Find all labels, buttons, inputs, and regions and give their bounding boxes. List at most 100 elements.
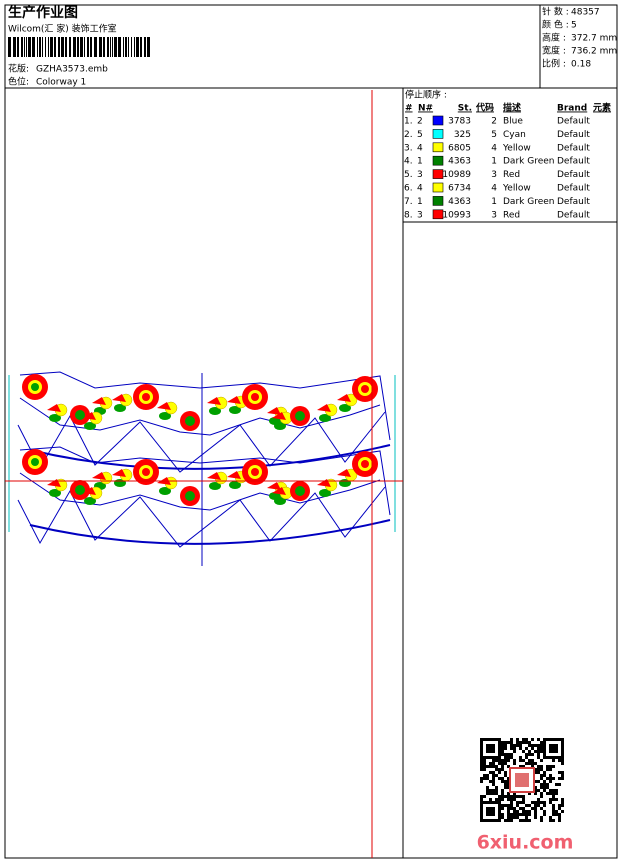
- qr-module: [492, 765, 495, 768]
- red-leaf: [207, 472, 221, 480]
- flower-center: [295, 486, 305, 496]
- qr-module: [525, 741, 528, 744]
- row-index: 2.: [404, 130, 413, 140]
- qr-module: [531, 747, 534, 750]
- qr-module: [546, 765, 549, 768]
- qr-module: [513, 759, 516, 762]
- qr-module: [558, 771, 561, 774]
- column-header: #: [405, 104, 413, 114]
- stat-label: 高度 :: [542, 32, 566, 44]
- qr-module: [543, 786, 546, 789]
- qr-module: [540, 783, 543, 786]
- row-stitches: 3783: [448, 117, 471, 127]
- qr-module: [531, 801, 534, 804]
- qr-module: [516, 813, 519, 816]
- row-brand: Default: [557, 170, 590, 180]
- column-header: 元素: [593, 102, 611, 114]
- table-title: 停止顺序 :: [405, 89, 447, 101]
- qr-module: [510, 756, 513, 759]
- leaf: [49, 489, 61, 497]
- qr-module: [507, 795, 510, 798]
- stat-value: 0.18: [571, 60, 591, 70]
- qr-module: [513, 816, 516, 819]
- flower-center: [142, 393, 150, 401]
- qr-module: [537, 756, 540, 759]
- qr-module: [510, 738, 513, 741]
- qr-module: [561, 774, 564, 777]
- flower-center: [251, 393, 259, 401]
- row-stitches: 6805: [448, 143, 471, 153]
- qr-module: [504, 786, 507, 789]
- qr-module: [543, 801, 546, 804]
- qr-module: [501, 762, 504, 765]
- qr-module: [492, 780, 495, 783]
- qr-module: [504, 762, 507, 765]
- qr-module: [483, 765, 486, 768]
- qr-module: [501, 816, 504, 819]
- color-swatch: [432, 129, 444, 139]
- qr-module: [552, 807, 555, 810]
- barcode: [8, 37, 150, 57]
- qr-module: [480, 768, 483, 771]
- qr-module: [492, 762, 495, 765]
- qr-module: [501, 750, 504, 753]
- bar-stripe: [13, 37, 16, 57]
- qr-module: [501, 768, 504, 771]
- qr-module: [486, 786, 489, 789]
- qr-module: [510, 801, 513, 804]
- red-leaf: [92, 472, 106, 480]
- red-leaf: [267, 482, 281, 490]
- qr-module: [552, 765, 555, 768]
- qr-module: [483, 774, 486, 777]
- leaf: [209, 482, 221, 490]
- flower-center: [361, 385, 369, 393]
- qr-module: [561, 777, 564, 780]
- qr-module: [507, 777, 510, 780]
- outline: [19, 446, 391, 516]
- qr-module: [483, 795, 486, 798]
- qr-module: [519, 741, 522, 744]
- leaf: [319, 414, 331, 422]
- qr-module: [546, 768, 549, 771]
- outline: [19, 371, 391, 441]
- qr-module: [519, 759, 522, 762]
- bar-stripe: [123, 37, 124, 57]
- qr-module: [537, 747, 540, 750]
- qr-module: [492, 771, 495, 774]
- bar-stripe: [24, 37, 25, 57]
- qr-module: [546, 786, 549, 789]
- leaf: [274, 422, 286, 430]
- qr-module: [552, 792, 555, 795]
- bar-stripe: [8, 37, 11, 57]
- qr-module: [534, 807, 537, 810]
- qr-module: [525, 810, 528, 813]
- bar-stripe: [99, 37, 102, 57]
- qr-module: [504, 783, 507, 786]
- bar-stripe: [114, 37, 117, 57]
- qr-module: [498, 768, 501, 771]
- qr-module: [519, 813, 522, 816]
- qr-module: [513, 744, 516, 747]
- qr-module: [522, 741, 525, 744]
- qr-module: [501, 765, 504, 768]
- bar-stripe: [21, 37, 23, 57]
- qr-module: [507, 816, 510, 819]
- qr-module: [543, 810, 546, 813]
- qr-module: [561, 801, 564, 804]
- qr-module: [513, 747, 516, 750]
- qr-finder: [486, 807, 495, 816]
- row-code: 4: [491, 184, 497, 194]
- red-leaf: [317, 404, 331, 412]
- qr-module: [492, 789, 495, 792]
- qr-module: [531, 762, 534, 765]
- qr-module: [489, 789, 492, 792]
- qr-module: [507, 786, 510, 789]
- qr-module: [531, 753, 534, 756]
- qr-module: [540, 801, 543, 804]
- row-code: 5: [491, 130, 497, 140]
- flower-center: [185, 491, 195, 501]
- qr-module: [543, 774, 546, 777]
- stat-value: 736.2 mm: [571, 47, 617, 57]
- qr-module: [546, 777, 549, 780]
- qr-module: [537, 753, 540, 756]
